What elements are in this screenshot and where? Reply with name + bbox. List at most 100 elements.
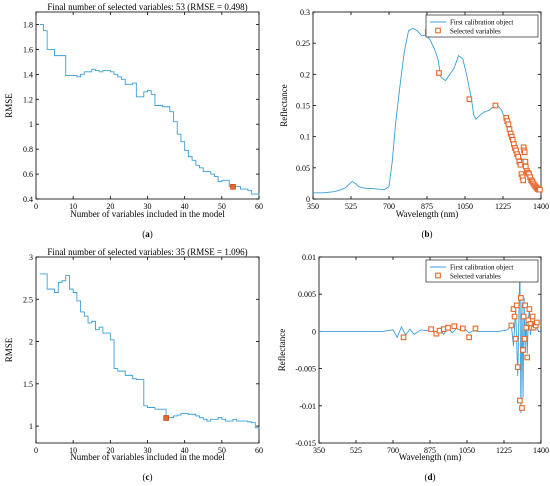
panel-caption: (b) <box>421 229 432 239</box>
y-axis-label: RMSE <box>4 337 14 362</box>
y-tick-label: 0.15 <box>296 102 310 111</box>
y-tick-label: -0.01 <box>299 402 316 411</box>
legend-box <box>425 14 539 38</box>
x-tick-label: 1400 <box>533 202 549 211</box>
final-selection-marker <box>230 183 236 190</box>
selected-variable-marker <box>520 177 527 184</box>
selected-variable-marker <box>511 313 518 320</box>
panel-caption-letter: d <box>427 472 432 482</box>
selected-variable-marker <box>505 121 512 128</box>
selected-variable-marker <box>521 149 528 156</box>
selected-variable-marker <box>537 186 543 193</box>
x-tick-label: 350 <box>307 202 319 211</box>
x-tick-label: 20 <box>106 202 114 211</box>
axes-box <box>312 11 542 200</box>
x-tick-label: 50 <box>218 202 226 211</box>
series-line <box>39 273 260 429</box>
y-tick-label: 2 <box>29 338 33 347</box>
y-tick-label: 1 <box>29 422 33 431</box>
x-tick-label: 10 <box>69 202 77 211</box>
x-tick-label: 40 <box>181 446 189 455</box>
selected-variable-marker <box>459 325 466 332</box>
panel-caption: (a) <box>142 229 153 239</box>
y-tick-label: 1.6 <box>23 45 33 54</box>
x-tick-label: 30 <box>144 446 152 455</box>
x-axis-label: Wavelength (nm) <box>399 452 462 462</box>
selected-variable-marker <box>451 323 458 330</box>
y-tick-label: 0.3 <box>300 8 310 17</box>
y-tick-label: 1 <box>29 120 33 129</box>
x-tick-label: 1050 <box>459 446 475 455</box>
series-line <box>313 27 542 194</box>
y-tick-label: 1.5 <box>23 380 33 389</box>
x-tick-label: 20 <box>106 446 114 455</box>
selected-variable-marker <box>520 347 526 353</box>
selected-variable-marker <box>517 161 524 168</box>
series-line <box>39 24 260 196</box>
y-tick-label: 0 <box>306 195 310 204</box>
panel-caption: (c) <box>143 472 153 482</box>
selected-variable-marker <box>521 335 528 342</box>
x-tick-label: 0 <box>34 446 38 455</box>
y-axis-label: RMSE <box>4 93 14 118</box>
y-tick-label: -0.015 <box>295 439 316 448</box>
legend-entry-label: First calibration object <box>450 19 513 27</box>
panel-caption-letter: c <box>146 472 150 482</box>
legend-square-swatch <box>435 272 441 279</box>
y-axis-label: Reflectance <box>279 84 289 126</box>
selected-variable-marker <box>522 302 528 309</box>
selected-variable-marker <box>513 302 520 309</box>
legend-entry-label: Selected variables <box>450 273 501 281</box>
y-tick-label: 0.4 <box>23 195 33 204</box>
selected-variable-marker <box>524 354 531 361</box>
x-tick-label: 1225 <box>496 446 512 455</box>
y-tick-label: 0 <box>312 327 316 336</box>
legend-square-swatch <box>435 27 441 34</box>
final-selection-marker <box>163 415 169 421</box>
panel-b-chart: 350 525 700 875 1050 1225 1400 0 0.05 0.1 0.15 0.2 0… <box>279 8 549 239</box>
x-tick-label: 0 <box>34 202 38 211</box>
selected-variable-marker <box>400 334 407 341</box>
selected-variable-marker <box>466 96 473 103</box>
panel-a-chart: 0 10 20 30 40 50 60 0.4 0.6 0.8 1 1.2 1.4 1.6 1.8 Numbe… <box>4 2 263 239</box>
series-line <box>319 264 541 414</box>
panel-d-chart: 350 525 700 875 1050 1225 1400 -0.015 -0.01 -0.00… <box>277 253 549 482</box>
x-axis-label: Number of variables included in the mode… <box>70 209 225 219</box>
selected-variable-marker <box>512 335 519 342</box>
x-tick-label: 60 <box>255 202 263 211</box>
y-tick-label: 1.4 <box>23 70 33 79</box>
x-axis-label: Number of variables included in the mode… <box>70 452 225 462</box>
y-tick-label: 0.01 <box>302 253 316 262</box>
x-tick-label: 700 <box>387 446 399 455</box>
selected-variable-marker <box>492 102 499 109</box>
x-tick-label: 700 <box>383 202 395 211</box>
chart-title: Final number of selected variables: 35 (… <box>47 247 247 257</box>
x-tick-label: 60 <box>255 446 263 455</box>
y-tick-label: 0.05 <box>296 164 310 173</box>
selected-variable-marker <box>472 325 479 332</box>
y-tick-label: 1.8 <box>23 20 33 29</box>
x-axis-label: Wavelength (nm) <box>396 209 459 219</box>
panel-caption-letter: a <box>145 229 150 239</box>
legend-entry-label: First calibration object <box>450 264 513 272</box>
y-tick-label: 0.25 <box>296 39 310 48</box>
selected-variable-marker <box>526 306 533 312</box>
x-tick-label: 1400 <box>533 446 549 455</box>
y-tick-label: 0.1 <box>300 133 310 142</box>
selected-variable-marker <box>515 153 522 160</box>
legend-entry-label: Selected variables <box>450 28 501 36</box>
x-tick-label: 1050 <box>457 202 473 211</box>
y-tick-label: 0.005 <box>298 290 316 299</box>
selected-variable-marker <box>433 330 440 337</box>
y-tick-label: 3 <box>29 253 33 262</box>
x-tick-label: 50 <box>218 446 226 455</box>
y-tick-label: 2.5 <box>23 295 33 304</box>
y-tick-label: 0.6 <box>23 170 33 179</box>
selected-variable-marker <box>517 397 523 404</box>
x-tick-label: 875 <box>424 446 436 455</box>
selected-variable-marker <box>529 313 536 320</box>
x-tick-label: 30 <box>144 202 152 211</box>
selected-variable-marker <box>533 319 540 326</box>
y-tick-label: 0.2 <box>300 70 310 79</box>
